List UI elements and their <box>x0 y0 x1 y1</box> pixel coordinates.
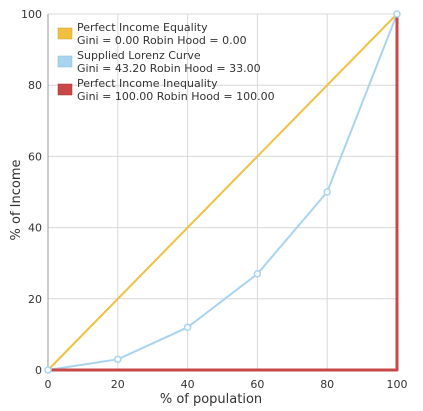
markers <box>44 10 401 374</box>
data-point-2[interactable] <box>183 323 192 332</box>
data-point-3[interactable] <box>253 270 262 278</box>
data-point-1[interactable] <box>114 355 122 364</box>
legend-stats-inequality: Gini = 100.00 Robin Hood = 100.00 <box>77 90 275 103</box>
series-line-0[interactable] <box>47 13 398 371</box>
data-point-0[interactable] <box>44 366 52 374</box>
data-point-4[interactable] <box>323 188 331 196</box>
legend-swatch-inequality[interactable] <box>57 83 73 96</box>
x-tick-label: 80 <box>320 378 334 391</box>
x-tick-label: 0 <box>45 378 52 391</box>
legend-label-inequality[interactable]: Perfect Income Inequality <box>77 77 218 90</box>
series-line-1[interactable] <box>47 13 398 371</box>
x-tick-label: 20 <box>111 378 125 391</box>
y-tick-labels: 0 20 40 60 80 100 <box>21 8 42 377</box>
legend-swatch-lorenz[interactable] <box>57 55 73 68</box>
x-tick-label: 60 <box>250 378 264 391</box>
series <box>47 13 399 372</box>
legend-label-lorenz[interactable]: Supplied Lorenz Curve <box>77 49 201 62</box>
legend-stats-equality: Gini = 0.00 Robin Hood = 0.00 <box>77 34 247 47</box>
y-tick-label: 80 <box>28 79 42 92</box>
y-tick-label: 100 <box>21 8 42 21</box>
x-tick-label: 100 <box>387 378 408 391</box>
x-tick-labels: 0 20 40 60 80 100 <box>45 378 408 391</box>
series-line-2[interactable] <box>48 14 399 372</box>
legend-swatch-equality[interactable] <box>57 27 73 40</box>
legend-stats-lorenz: Gini = 43.20 Robin Hood = 33.00 <box>77 62 261 75</box>
y-tick-label: 0 <box>35 364 42 377</box>
x-axis-title: % of population <box>160 392 262 407</box>
y-tick-label: 60 <box>28 150 42 163</box>
x-tick-label: 40 <box>181 378 195 391</box>
y-tick-label: 40 <box>28 222 42 235</box>
y-axis-title: % of Income <box>9 160 24 241</box>
legend: Perfect Income Equality Gini = 0.00 Robi… <box>57 21 275 103</box>
legend-label-equality[interactable]: Perfect Income Equality <box>77 21 208 34</box>
data-point-5[interactable] <box>393 10 401 18</box>
y-tick-label: 20 <box>28 293 42 306</box>
